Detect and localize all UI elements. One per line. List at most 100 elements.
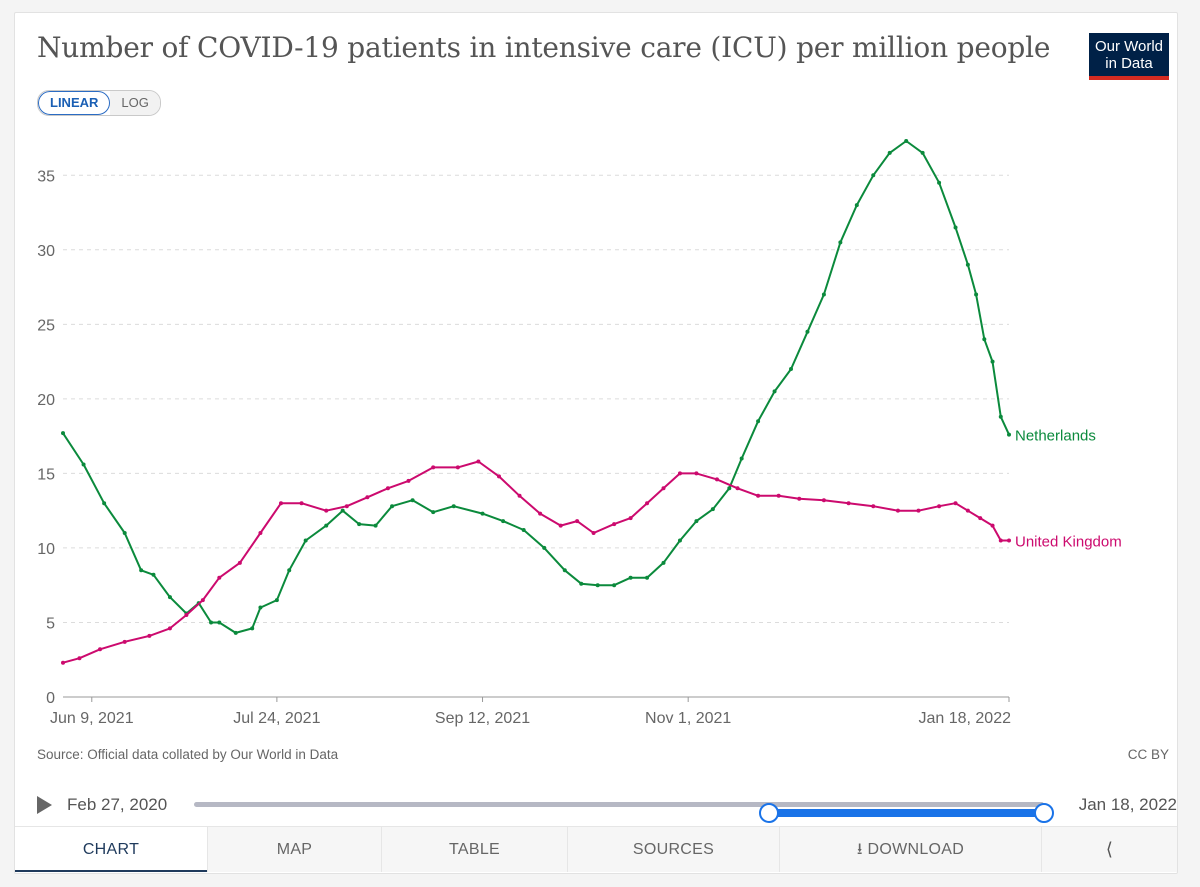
x-tick-label: Jan 18, 2022	[918, 710, 1011, 727]
x-tick-label: Jun 9, 2021	[50, 710, 134, 727]
data-point	[661, 486, 666, 491]
data-point	[167, 626, 172, 631]
x-tick-label: Sep 12, 2021	[435, 710, 530, 727]
data-point	[645, 501, 650, 506]
data-point	[521, 528, 526, 533]
data-point	[1007, 432, 1011, 437]
tab-map[interactable]: MAP	[207, 827, 381, 872]
share-icon: ⟨	[1105, 839, 1114, 859]
data-point	[990, 523, 995, 528]
data-point	[344, 504, 349, 509]
series-line-netherlands	[62, 140, 1010, 634]
source-note: Source: Official data collated by Our Wo…	[37, 747, 339, 762]
tab-sources[interactable]: SOURCES	[567, 827, 779, 872]
series-label: Netherlands	[1015, 428, 1096, 445]
timeline-start-label: Feb 27, 2020	[67, 795, 168, 814]
y-tick-label: 35	[37, 168, 55, 185]
data-point	[982, 337, 987, 342]
data-point	[628, 516, 633, 521]
license-label[interactable]: CC BY	[1127, 747, 1169, 762]
data-point	[727, 486, 732, 491]
data-point	[821, 292, 826, 297]
data-point	[122, 639, 127, 644]
data-point	[258, 605, 263, 610]
data-point	[965, 262, 970, 267]
data-point	[998, 538, 1003, 543]
data-point	[558, 523, 563, 528]
data-point	[365, 495, 370, 500]
data-point	[299, 501, 304, 506]
data-point	[184, 613, 189, 618]
tab-share[interactable]: ⟨	[1041, 827, 1177, 872]
x-tick-label: Nov 1, 2021	[645, 710, 731, 727]
data-point	[895, 508, 900, 513]
data-point	[81, 462, 86, 467]
data-point	[385, 486, 390, 491]
data-point	[357, 522, 362, 527]
tab-chart[interactable]: CHART	[15, 827, 207, 872]
data-point	[805, 329, 810, 334]
data-point	[904, 138, 909, 143]
data-point	[710, 507, 715, 512]
data-point	[789, 367, 794, 372]
data-point	[645, 575, 650, 580]
data-point	[953, 225, 958, 230]
download-label: DOWNLOAD	[867, 841, 965, 858]
data-point	[694, 471, 699, 476]
data-point	[147, 633, 152, 638]
data-point	[838, 240, 843, 245]
data-point	[854, 203, 859, 208]
data-point	[920, 150, 925, 155]
data-point	[756, 419, 761, 424]
data-point	[756, 493, 761, 498]
data-point	[965, 508, 970, 513]
owid-logo[interactable]: Our World in Data	[1089, 33, 1169, 80]
data-point	[542, 545, 547, 550]
data-point	[916, 508, 921, 513]
data-point	[871, 504, 876, 509]
timeline-start-handle[interactable]	[759, 803, 780, 823]
data-point	[846, 501, 851, 506]
data-point	[324, 508, 329, 513]
data-point	[953, 501, 958, 506]
data-point	[237, 560, 242, 565]
data-point	[390, 504, 395, 509]
scale-toggle[interactable]: LINEAR LOG	[37, 90, 161, 116]
data-point	[735, 486, 740, 491]
tab-download[interactable]: ⭳ DOWNLOAD	[779, 827, 1041, 872]
data-point	[274, 598, 279, 603]
x-tick-label: Jul 24, 2021	[233, 710, 320, 727]
data-point	[496, 474, 501, 479]
data-point	[340, 508, 345, 513]
download-icon: ⭳	[856, 841, 863, 858]
data-point	[990, 359, 995, 364]
tab-bar: CHART MAP TABLE SOURCES ⭳ DOWNLOAD ⟨	[15, 826, 1177, 873]
tab-table[interactable]: TABLE	[381, 827, 567, 872]
data-point	[575, 519, 580, 524]
data-point	[714, 477, 719, 482]
data-point	[739, 456, 744, 461]
chart-title: Number of COVID-19 patients in intensive…	[37, 31, 1051, 64]
y-tick-label: 20	[37, 392, 55, 409]
data-point	[1007, 538, 1011, 543]
timeline-end-label: Jan 18, 2022	[1078, 795, 1177, 814]
timeline-track[interactable]	[194, 802, 1054, 823]
y-tick-label: 10	[37, 541, 55, 558]
data-point	[410, 498, 415, 503]
play-icon[interactable]	[37, 796, 52, 814]
data-point	[451, 504, 456, 509]
data-point	[476, 459, 481, 464]
data-point	[373, 523, 378, 528]
chart-card: Number of COVID-19 patients in intensive…	[14, 12, 1178, 874]
data-point	[871, 173, 876, 178]
series-label: United Kingdom	[1015, 533, 1122, 550]
data-point	[431, 510, 436, 515]
y-tick-label: 25	[37, 317, 55, 334]
linear-scale-button[interactable]: LINEAR	[38, 91, 111, 115]
data-point	[250, 626, 255, 631]
data-point	[455, 465, 460, 470]
timeline-end-handle[interactable]	[1034, 803, 1054, 823]
timeline-selected-range	[769, 809, 1044, 817]
log-scale-button[interactable]: LOG	[110, 91, 160, 115]
data-point	[480, 511, 485, 516]
